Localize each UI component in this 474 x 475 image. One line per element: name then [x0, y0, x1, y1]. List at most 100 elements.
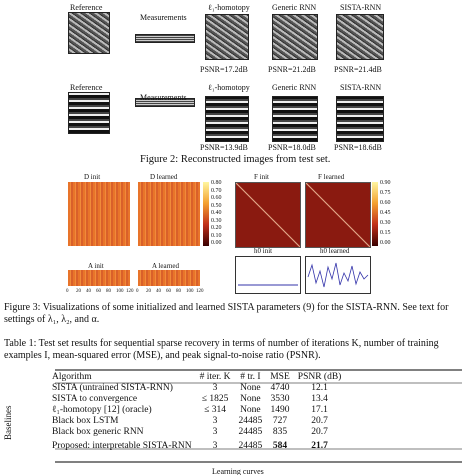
table-cell: 4740 [270, 383, 290, 393]
psnr-label: PSNR=17.2dB [200, 65, 248, 74]
table-cell: 24485 [238, 416, 263, 426]
table-cell: 24485 [238, 427, 263, 437]
table-cell: MSE [270, 372, 290, 382]
colorbar-tick: 0.60 [211, 195, 222, 201]
colorbar-tick: 0.80 [211, 180, 222, 186]
colorbar-tick: 0.50 [211, 202, 222, 209]
panel-title: A learned [152, 262, 180, 270]
image-sista [336, 14, 384, 60]
figure-caption: Figure 3: Visualizations of some initial… [4, 302, 449, 325]
colorbar-tick: 0.30 [211, 217, 222, 224]
plot [305, 256, 371, 294]
image-label: ℓ₁-homotopy [208, 83, 250, 92]
table-row: SISTA to convergence ≤ 1825 None 3530 13.4 [14, 394, 345, 405]
colorbar-tick: 0.10 [211, 232, 222, 239]
image-label: Reference [70, 3, 103, 12]
table-cell: ℓ₁-homotopy [12] (oracle) [52, 405, 152, 415]
image-label: Generic RNN [272, 3, 317, 12]
table-cell: 1490 [270, 405, 290, 415]
image-label: SISTA-RNN [340, 3, 382, 12]
table-cell: ≤ 1825 [201, 394, 229, 404]
table-cell: 3 [212, 383, 218, 393]
image-label: Generic RNN [272, 83, 317, 92]
results-table: Algorithm # iter. K # tr. I MSE PSNR (dB) SIS… [14, 372, 345, 452]
table-cell: None [240, 405, 261, 415]
table-cell: Black box LSTM [52, 416, 119, 426]
figure-caption: Figure 2: Reconstructed images from test… [140, 154, 331, 165]
table-row: Proposed: interpretable SISTA-RNN 3 24485 5… [14, 441, 345, 452]
image-rnn [272, 14, 318, 60]
table-cell: Algorithm [52, 372, 92, 382]
table-cell: SISTA to convergence [52, 394, 138, 404]
psnr-label: PSNR=13.9dB [200, 143, 248, 152]
panel-title: D init [84, 173, 101, 181]
image-reference [68, 92, 110, 134]
table-cell: 17.1 [311, 405, 328, 415]
image-label: Measurements [140, 93, 187, 102]
colorbar-tick: 0.45 [380, 210, 391, 216]
heatmap [138, 270, 200, 286]
table-cell: ≤ 314 [204, 405, 226, 415]
panel-title: F init [254, 173, 269, 181]
table-cell: 12.1 [311, 383, 328, 393]
x-tick-label: 100 [116, 289, 124, 294]
psnr-label: PSNR=18.6dB [334, 143, 382, 152]
table-cell: None [240, 383, 261, 393]
table-cell: # iter. K [199, 372, 231, 382]
x-tick-label: 60 [166, 289, 171, 294]
table-cell: 21.7 [311, 441, 328, 451]
x-tick-label: 80 [106, 289, 111, 294]
plot [235, 256, 301, 294]
x-tick-label: 0 [66, 289, 69, 294]
table-cell: 584 [272, 441, 288, 451]
image-sista [336, 96, 384, 142]
x-tick-label: 60 [96, 289, 101, 294]
x-tick-label: 20 [146, 289, 151, 294]
panel-title: F learned [318, 173, 345, 181]
table-caption: Table 1: Test set results for sequential… [4, 338, 439, 361]
table-cell: # tr. I [240, 372, 261, 382]
heatmap [305, 182, 371, 248]
image-l1 [205, 96, 249, 142]
table-cell: SISTA (untrained SISTA-RNN) [52, 383, 173, 393]
plot-line [307, 262, 369, 288]
panel-title: D learned [150, 173, 178, 181]
table-cell: 13.4 [311, 394, 328, 404]
table-cell: 3 [212, 427, 218, 437]
table-row: Black box LSTM 3 24485 727 20.7 [14, 416, 345, 427]
table-row: Black box generic RNN 3 24485 835 20.7 [14, 427, 345, 438]
psnr-label: PSNR=21.4dB [334, 65, 382, 74]
table-cell: Black box generic RNN [52, 427, 144, 437]
plot-line [238, 284, 298, 286]
x-tick-label: 120 [196, 289, 204, 294]
x-tick-label: 20 [76, 289, 81, 294]
colorbar-tick: 0.60 [380, 200, 391, 206]
image-label: Measurements [140, 13, 187, 22]
heatmap [68, 182, 130, 246]
table-row: Algorithm # iter. K # tr. I MSE PSNR (dB) [14, 372, 345, 383]
x-tick-label: 40 [156, 289, 161, 294]
panel-title: h0 learned [320, 247, 350, 255]
table-cell: 3 [212, 441, 218, 451]
colorbar-tick: 0.15 [380, 230, 391, 236]
colorbar-tick: 0.75 [380, 190, 391, 196]
group-label: Baselines [3, 405, 13, 441]
x-tick-label: 80 [176, 289, 181, 294]
colorbar-tick: 0.40 [211, 210, 222, 216]
colorbar [203, 182, 209, 246]
x-tick-label: 120 [126, 289, 134, 294]
image-label: SISTA-RNN [340, 83, 382, 92]
panel-title: A init [88, 262, 104, 270]
colorbar-tick: 0.30 [380, 220, 391, 226]
image-l1 [205, 14, 249, 60]
colorbar [372, 182, 378, 246]
colorbar-tick: 0.00 [211, 240, 222, 246]
table-row: SISTA (untrained SISTA-RNN) 3 None 4740 12.1 [14, 383, 345, 394]
table-cell: 24485 [238, 441, 263, 451]
colorbar-tick: 0.20 [211, 225, 222, 231]
table-cell: None [240, 394, 261, 404]
image-measurements [135, 98, 195, 107]
image-measurements [135, 34, 195, 43]
heatmap [235, 182, 301, 248]
